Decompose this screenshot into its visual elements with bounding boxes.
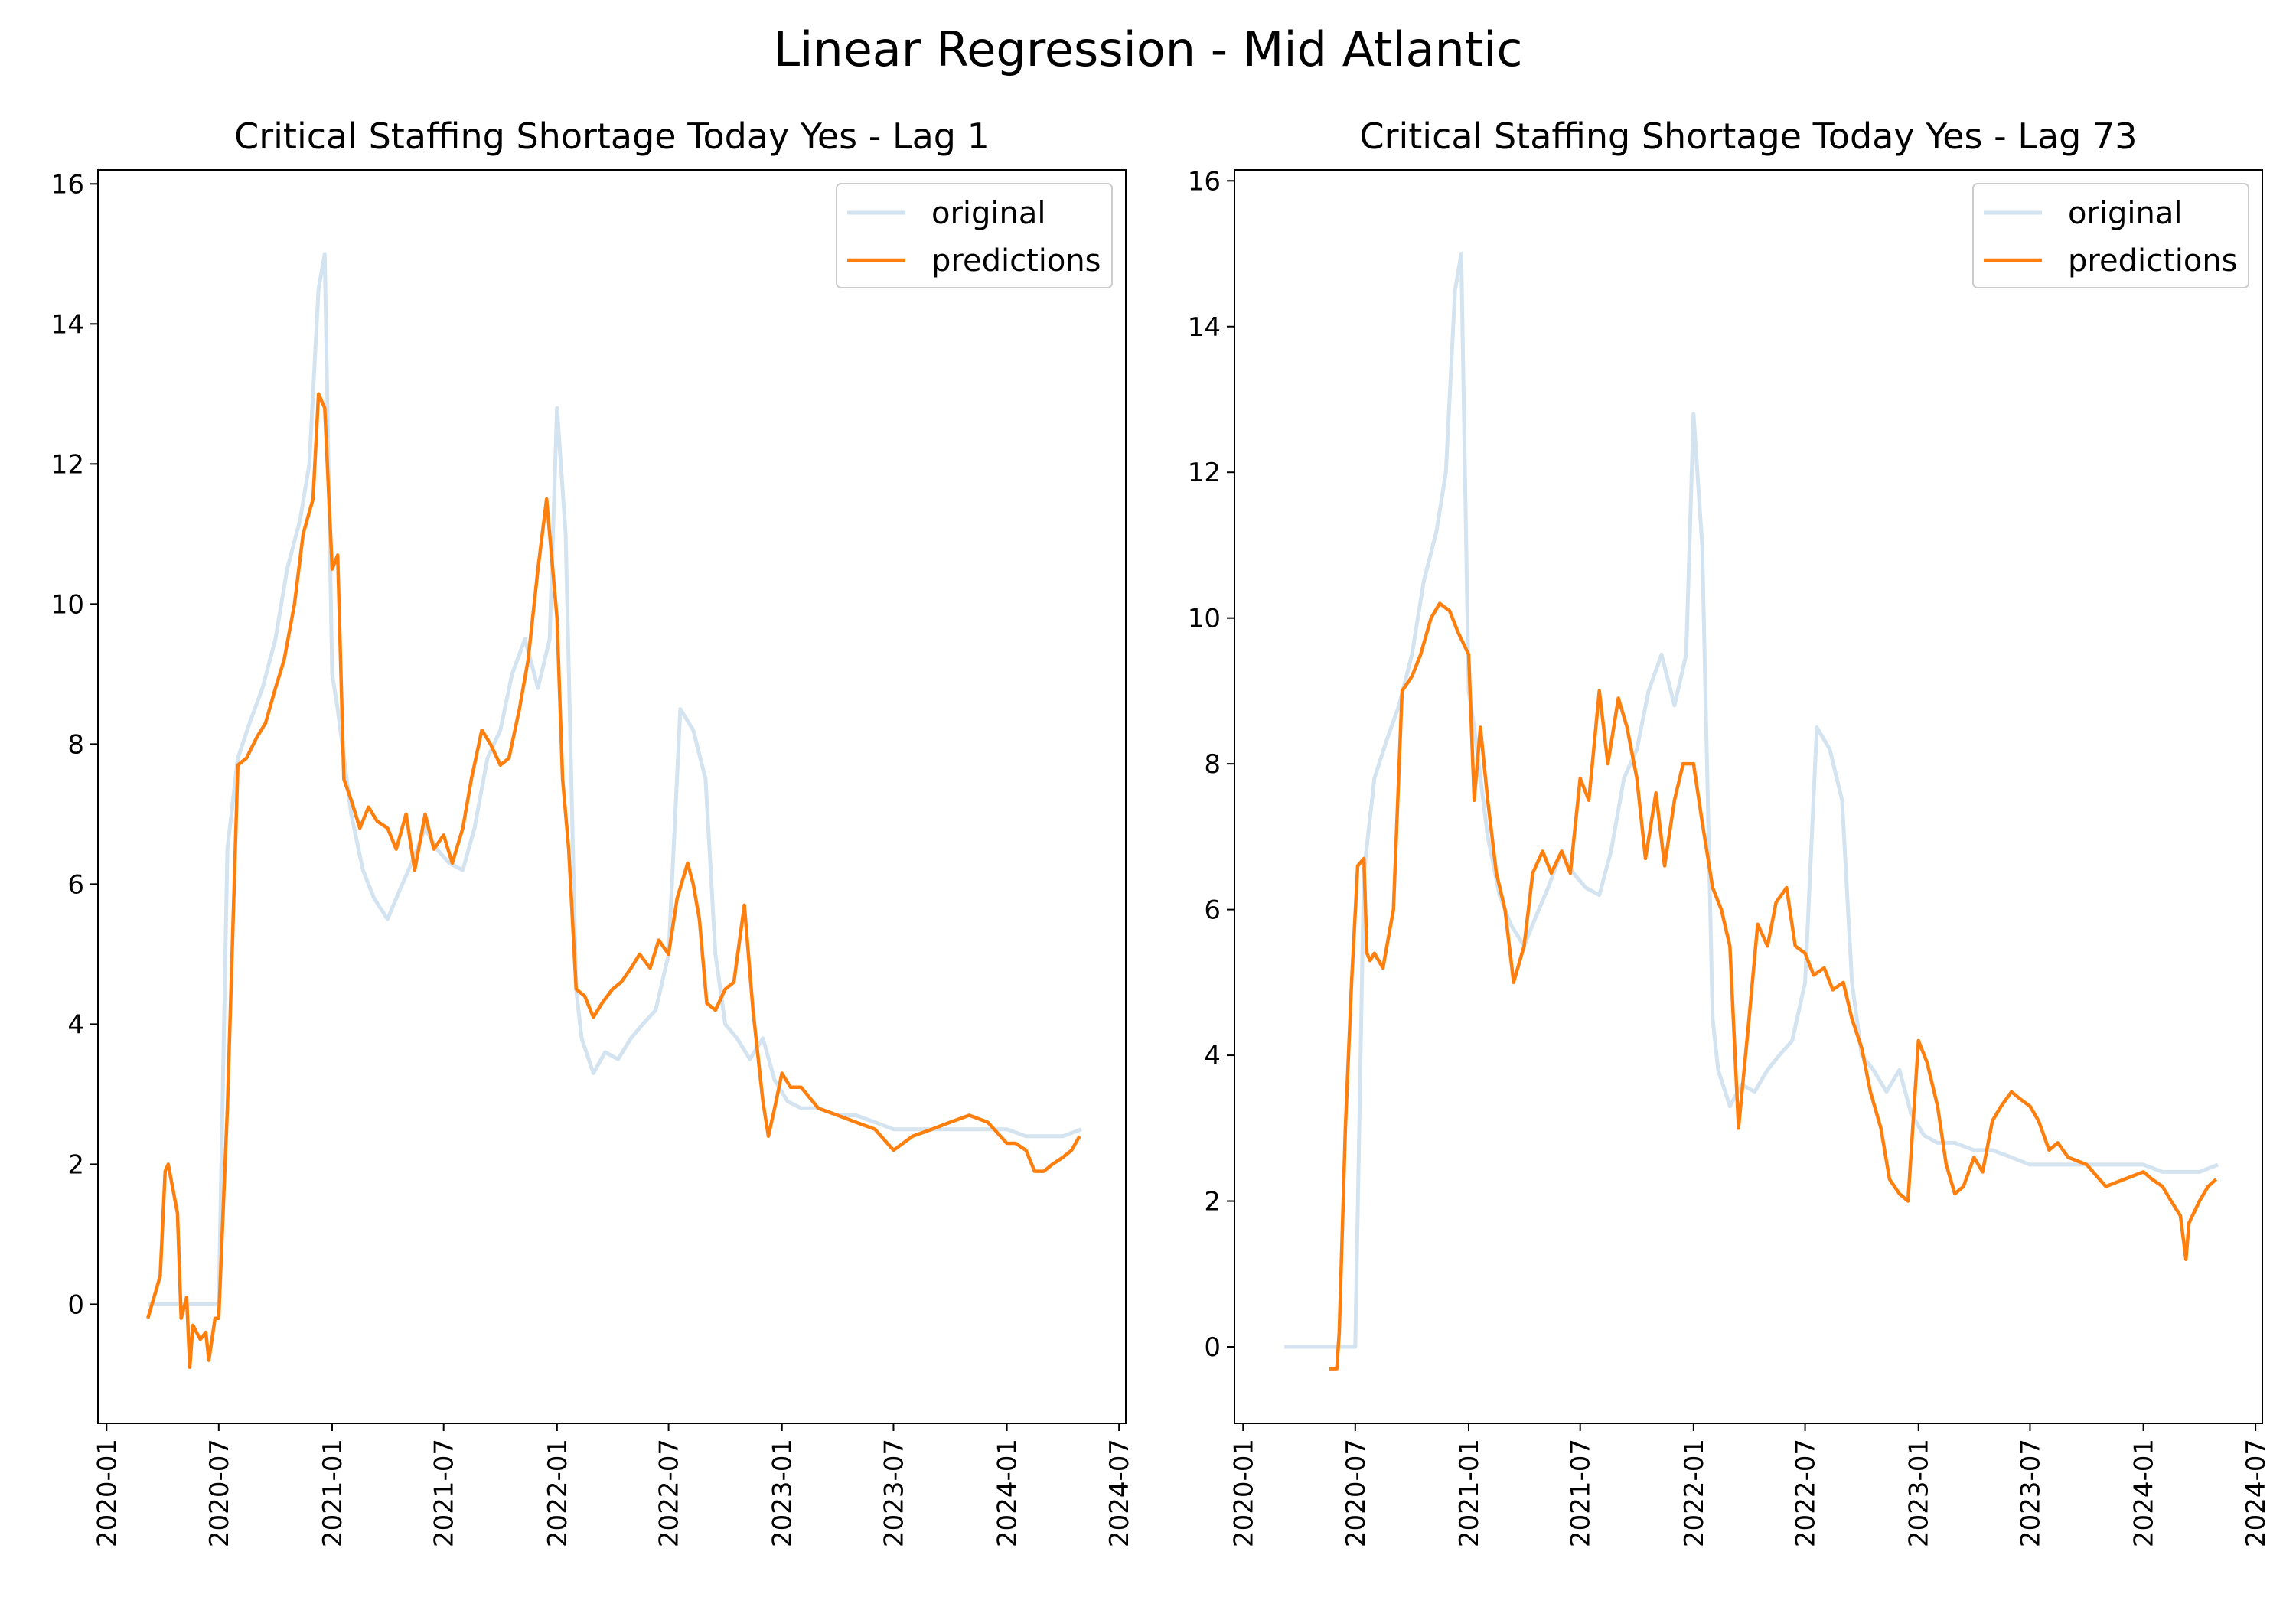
legend: original predictions xyxy=(836,183,1113,288)
axes-frame xyxy=(1234,169,2263,1424)
x-tick-label: 2021-07 xyxy=(1566,1439,1596,1547)
series-line-original xyxy=(148,252,1082,1306)
x-tick-label: 2024-01 xyxy=(2129,1439,2160,1547)
y-tick-label: 6 xyxy=(67,869,84,900)
panel-title: Critical Staffing Shortage Today Yes - L… xyxy=(1359,116,2137,157)
panel-title: Critical Staffing Shortage Today Yes - L… xyxy=(234,116,990,157)
x-tick-label: 2021-01 xyxy=(318,1439,348,1547)
y-tick-label: 10 xyxy=(1188,604,1221,634)
x-tick-label: 2023-01 xyxy=(768,1439,798,1547)
series-line-original xyxy=(1284,252,2219,1349)
y-tick-label: 14 xyxy=(1188,312,1221,343)
y-tick-label: 8 xyxy=(1204,749,1221,780)
x-tick-label: 2020-01 xyxy=(1228,1439,1259,1547)
series-line-predictions xyxy=(146,392,1081,1370)
y-tick-label: 4 xyxy=(1204,1041,1221,1071)
y-tick-label: 0 xyxy=(1204,1332,1221,1363)
x-tick-label: 2022-01 xyxy=(543,1439,573,1547)
x-tick-label: 2022-07 xyxy=(654,1439,685,1547)
legend: original predictions xyxy=(1972,183,2249,288)
y-tick-label: 12 xyxy=(51,449,84,480)
legend-label-original: original xyxy=(931,196,1046,231)
figure-suptitle: Linear Regression - Mid Atlantic xyxy=(773,21,1523,77)
y-tick-label: 4 xyxy=(67,1009,84,1040)
chart-panel-2: 0 2 4 6 8 10 12 14 16 2020-01 2020-07 2021-01 2021-0… xyxy=(1188,116,2272,1547)
chart-panel-1: 0 2 4 6 8 10 12 14 16 2020-01 2020-07 2021-01 2021-0… xyxy=(51,116,1135,1547)
x-tick-label: 2021-07 xyxy=(429,1439,460,1547)
series-line-predictions xyxy=(1329,601,2218,1371)
y-tick-label: 2 xyxy=(67,1149,84,1180)
x-tick-label: 2020-07 xyxy=(1341,1439,1371,1547)
legend-label-predictions: predictions xyxy=(931,243,1101,279)
x-tick-label: 2023-01 xyxy=(1904,1439,1935,1547)
x-tick-label: 2022-07 xyxy=(1791,1439,1821,1547)
y-tick-label: 16 xyxy=(51,169,84,200)
axes-frame xyxy=(97,169,1127,1424)
legend-label-predictions: predictions xyxy=(2068,243,2238,279)
legend-label-original: original xyxy=(2068,196,2183,231)
y-tick-label: 0 xyxy=(67,1289,84,1320)
x-tick-label: 2020-01 xyxy=(92,1439,122,1547)
x-tick-label: 2023-07 xyxy=(2015,1439,2046,1547)
x-tick-label: 2024-07 xyxy=(2241,1439,2272,1547)
y-tick-label: 10 xyxy=(51,589,84,620)
y-tick-label: 8 xyxy=(67,729,84,760)
x-tick-label: 2021-01 xyxy=(1454,1439,1485,1547)
y-tick-label: 12 xyxy=(1188,458,1221,488)
x-tick-label: 2020-07 xyxy=(204,1439,235,1547)
x-tick-label: 2022-01 xyxy=(1679,1439,1710,1547)
y-tick-label: 2 xyxy=(1204,1187,1221,1217)
y-tick-label: 14 xyxy=(51,309,84,340)
x-tick-label: 2023-07 xyxy=(879,1439,909,1547)
y-tick-label: 6 xyxy=(1204,895,1221,926)
x-tick-label: 2024-01 xyxy=(993,1439,1023,1547)
y-tick-label: 16 xyxy=(1188,166,1221,197)
x-tick-label: 2024-07 xyxy=(1104,1439,1135,1547)
